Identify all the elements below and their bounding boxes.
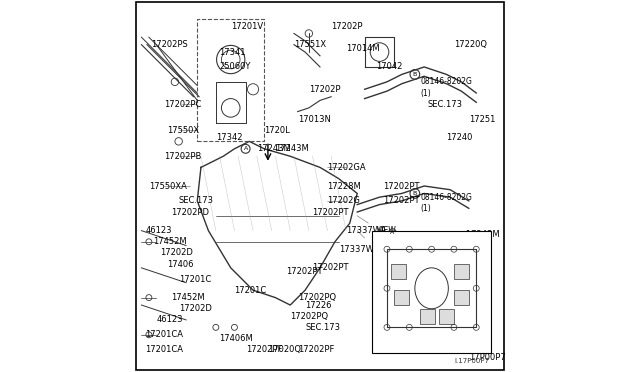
Text: 17240: 17240 (447, 133, 473, 142)
Text: 17202PF: 17202PF (298, 345, 334, 354)
Text: 17202P: 17202P (309, 85, 340, 94)
Bar (197, 19, 264, 141)
Text: 08146-8202G: 08146-8202G (420, 193, 472, 202)
Text: 17202G: 17202G (328, 196, 360, 205)
Bar (372, 231, 491, 353)
Text: 17452M: 17452M (172, 293, 205, 302)
Text: 17202D: 17202D (179, 304, 211, 313)
Text: 17020Q: 17020Q (268, 345, 301, 354)
Text: B: B (413, 72, 417, 77)
Text: 17243M: 17243M (257, 144, 291, 153)
Text: 17202GA: 17202GA (328, 163, 366, 172)
Text: 17202PQ: 17202PQ (291, 312, 328, 321)
Text: 17406M: 17406M (220, 334, 253, 343)
Text: SEC.173: SEC.173 (305, 323, 340, 332)
Text: 17201CA: 17201CA (145, 345, 183, 354)
Text: (1): (1) (420, 89, 431, 97)
Text: 17202PQ: 17202PQ (298, 293, 336, 302)
Text: 17337WA: 17337WA (346, 226, 387, 235)
Text: A: A (243, 146, 248, 151)
Text: 17341: 17341 (220, 48, 246, 57)
Text: 46123: 46123 (156, 315, 183, 324)
Text: 17550XA: 17550XA (149, 182, 187, 190)
Text: A: A (390, 230, 395, 235)
Text: 17202PS: 17202PS (151, 40, 188, 49)
Text: 17201V: 17201V (231, 22, 263, 31)
Text: 1720L: 1720L (264, 126, 290, 135)
Text: 17220Q: 17220Q (454, 40, 487, 49)
Bar (390, 264, 406, 279)
Text: 17551X: 17551X (294, 40, 326, 49)
Text: 17202PF: 17202PF (246, 345, 282, 354)
Bar (439, 309, 454, 324)
Text: SEC.173: SEC.173 (428, 100, 463, 109)
Text: 46123: 46123 (145, 226, 172, 235)
Text: 17014M: 17014M (346, 44, 380, 53)
Text: 17202PT: 17202PT (383, 196, 420, 205)
Text: 17P00P7: 17P00P7 (468, 353, 506, 362)
Text: 17228M: 17228M (328, 182, 361, 190)
Text: 17243M: 17243M (275, 144, 309, 153)
Bar (454, 264, 468, 279)
Text: 17202PT: 17202PT (312, 263, 349, 272)
Text: 17251: 17251 (468, 115, 495, 124)
Text: 17201C: 17201C (179, 275, 211, 283)
Text: 17202PT: 17202PT (312, 208, 349, 217)
Text: 17202P: 17202P (331, 22, 363, 31)
Text: 17202PC: 17202PC (164, 100, 201, 109)
Bar (454, 290, 468, 305)
Text: SEC.173: SEC.173 (179, 196, 214, 205)
Text: 17550X: 17550X (168, 126, 200, 135)
Text: 17202PB: 17202PB (164, 152, 201, 161)
Text: ...17243M: ...17243M (458, 230, 499, 239)
Text: 17342: 17342 (216, 133, 243, 142)
Bar (420, 309, 435, 324)
Text: 17226: 17226 (305, 301, 332, 310)
Text: 08146-8202G: 08146-8202G (420, 77, 472, 86)
Text: 17202PD: 17202PD (172, 208, 209, 217)
Text: 25060Y: 25060Y (220, 62, 251, 71)
Text: 17042: 17042 (376, 62, 402, 71)
Text: 17406: 17406 (168, 260, 194, 269)
Bar (394, 290, 410, 305)
Text: (1): (1) (420, 204, 431, 213)
Text: B: B (413, 191, 417, 196)
Text: 17337W: 17337W (339, 245, 374, 254)
Text: 17013N: 17013N (298, 115, 330, 124)
Text: 17202PT: 17202PT (383, 182, 420, 190)
Text: 17452M: 17452M (152, 237, 186, 246)
Text: 17202D: 17202D (160, 248, 193, 257)
Text: 17201C: 17201C (234, 286, 267, 295)
Text: 17202PT: 17202PT (287, 267, 323, 276)
Text: I.17P00P7: I.17P00P7 (454, 358, 489, 364)
Text: VIEW: VIEW (377, 225, 397, 234)
Text: 17201CA: 17201CA (145, 330, 183, 339)
